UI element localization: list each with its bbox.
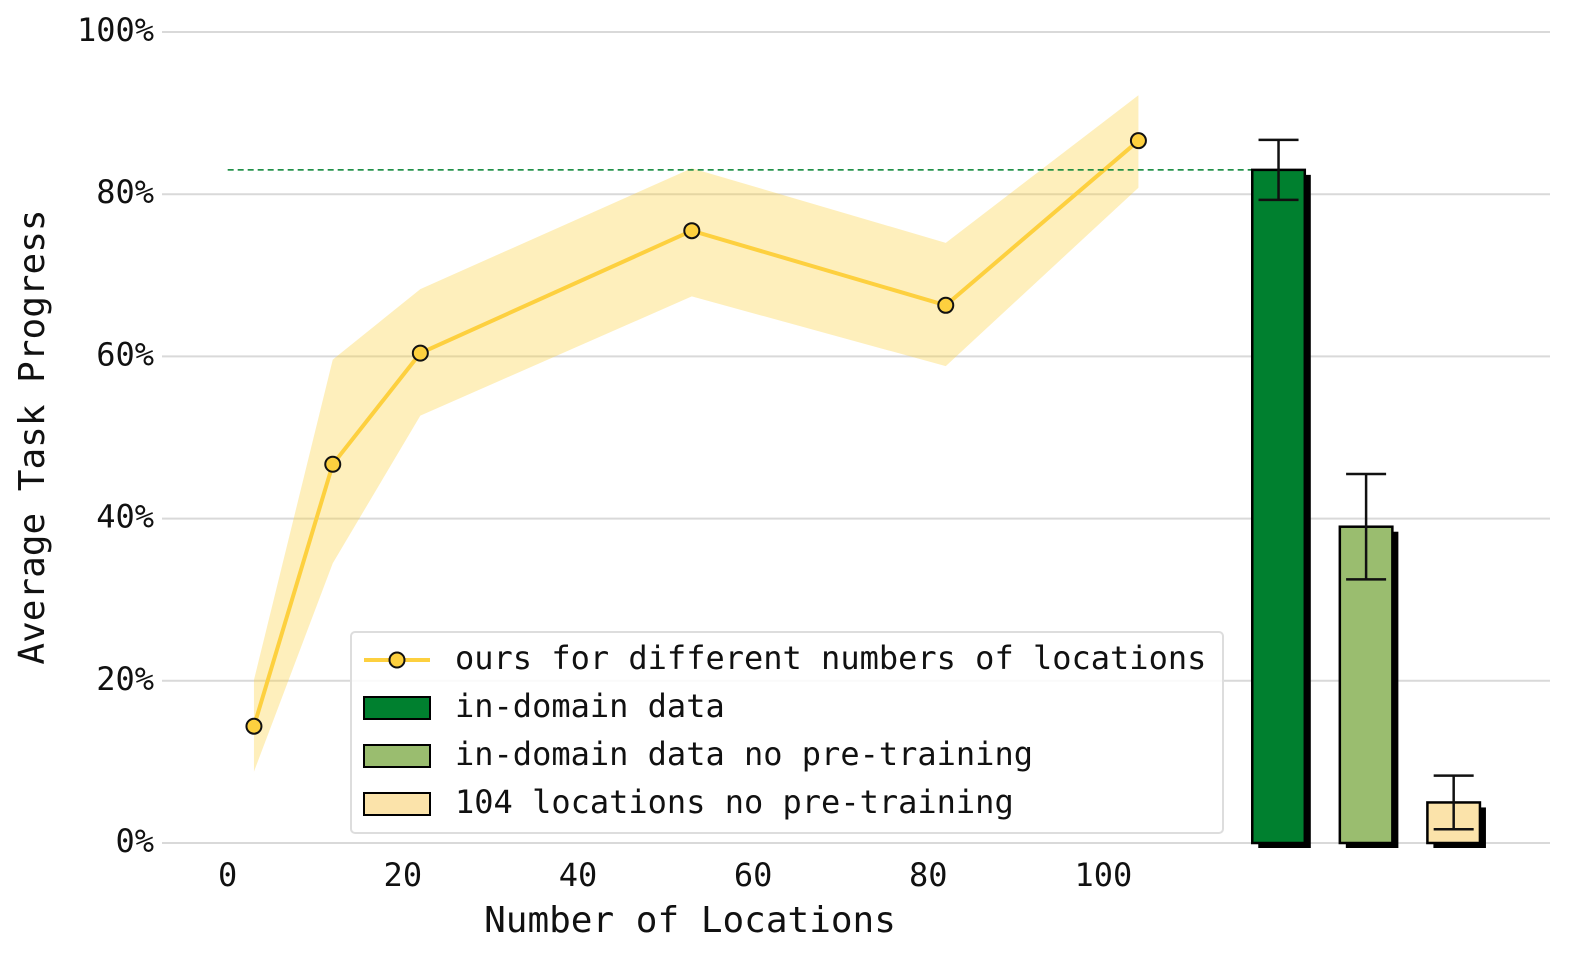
bar — [1251, 168, 1307, 845]
x-axis-label: Number of Locations — [484, 900, 896, 941]
point — [324, 455, 342, 473]
x-tick-label: 80 — [909, 856, 948, 894]
legend-frame — [350, 631, 1224, 834]
x-tick-label: 0 — [218, 856, 237, 894]
legend-label: ours for different numbers of locations — [455, 639, 1206, 677]
x-tick-label: 60 — [734, 856, 773, 894]
legend-label: in-domain data — [455, 687, 725, 725]
confidence-band — [253, 95, 1139, 772]
legend-label: in-domain data no pre-training — [455, 735, 1033, 773]
legend-swatch — [363, 744, 431, 768]
point — [245, 717, 263, 735]
x-tick-label: 20 — [384, 856, 423, 894]
legend-swatch — [363, 696, 431, 720]
y-axis-label: Average Task Progress — [12, 209, 53, 664]
x-tick-label: 100 — [1074, 856, 1132, 894]
point — [1129, 132, 1147, 150]
legend: ours for different numbers of locations i… — [350, 631, 1224, 834]
legend-label: 104 locations no pre-training — [455, 783, 1014, 821]
y-tick-label: 60% — [96, 335, 154, 373]
y-tick-label: 80% — [96, 173, 154, 211]
x-tick-label: 40 — [559, 856, 598, 894]
legend-swatch — [363, 792, 431, 816]
point — [411, 344, 429, 362]
line — [252, 139, 1140, 727]
y-tick-label: 20% — [96, 660, 154, 698]
y-tick-label: 0% — [115, 822, 154, 860]
y-tick-label: 40% — [96, 498, 154, 536]
y-tick-label: 100% — [77, 11, 154, 49]
legend-marker — [388, 651, 406, 669]
point — [683, 222, 701, 240]
point — [937, 296, 955, 314]
